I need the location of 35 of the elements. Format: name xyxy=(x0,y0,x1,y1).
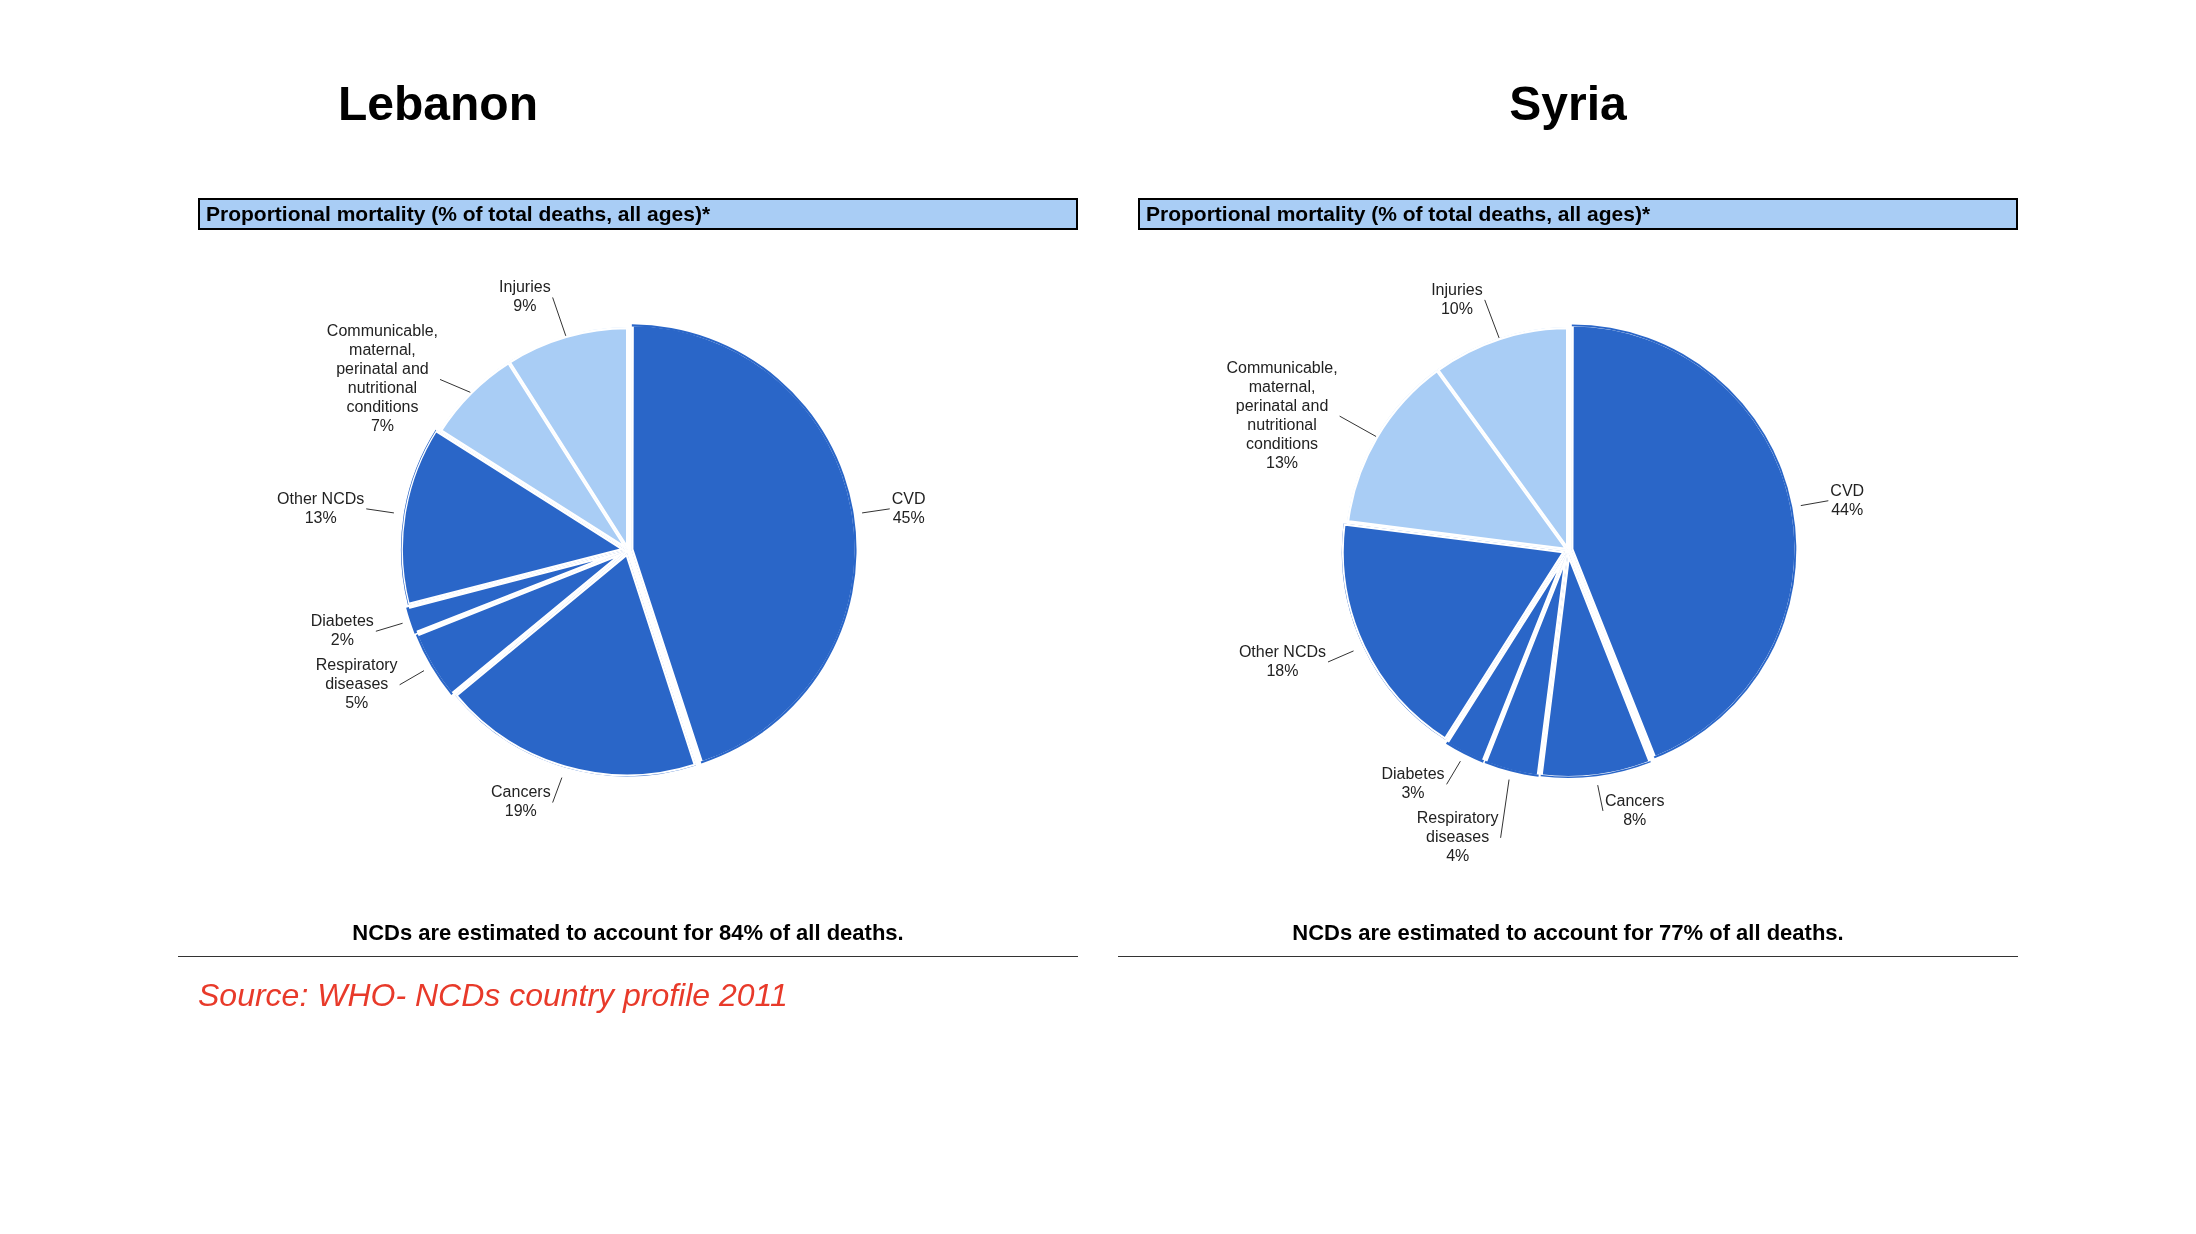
data-label: 13% xyxy=(304,508,337,526)
slice-label: Diabetes xyxy=(1381,765,1445,783)
data-label: 8% xyxy=(1623,810,1647,828)
text: NCDs are estimated to account for 77% of all deaths. xyxy=(1118,920,2018,957)
slice-label: Injuries xyxy=(1431,280,1483,298)
slice-label: Respiratory diseases xyxy=(315,656,398,693)
data-label: 10% xyxy=(1440,299,1473,317)
slice-label: Other NCDs xyxy=(277,489,365,507)
data-label: 4% xyxy=(1446,847,1470,865)
data-label: 13% xyxy=(1266,454,1299,472)
slice-label: Communicable, maternal, perinatal and nutritional conditions xyxy=(326,322,439,416)
data-label: 19% xyxy=(504,802,537,820)
slice-label: Diabetes xyxy=(310,612,374,630)
chart-subtitle: Proportional mortality (% of total deaths, all ages)* xyxy=(198,198,1078,230)
chart-title: Syria xyxy=(1509,75,1627,131)
text: NCDs are estimated to account for 84% of all deaths. xyxy=(178,920,1078,957)
slice-label: Respiratory diseases xyxy=(1416,809,1499,846)
data-label: 18% xyxy=(1266,661,1299,679)
slice-label: Other NCDs xyxy=(1238,642,1327,660)
data-label: 2% xyxy=(330,631,354,649)
data-label: 45% xyxy=(892,508,925,526)
slice-label: Communicable, maternal, perinatal and nutritional conditions xyxy=(1226,359,1338,453)
slice-label: Injuries xyxy=(499,278,551,296)
data-label: 3% xyxy=(1401,784,1425,802)
data-label: 9% xyxy=(513,297,537,315)
slice-label: CVD xyxy=(891,489,926,507)
slice-label: Cancers xyxy=(1604,791,1665,809)
slice-label: Cancers xyxy=(491,783,551,801)
chart-title: Lebanon xyxy=(338,75,538,131)
chart-subtitle: Proportional mortality (% of total deaths, all ages)* xyxy=(1138,198,2018,230)
slice-label: CVD xyxy=(1830,481,1865,499)
data-label: 7% xyxy=(370,417,395,435)
data-label: 44% xyxy=(1831,500,1864,518)
source-note: Source: WHO- NCDs country profile 2011 xyxy=(197,977,789,1014)
data-label: 5% xyxy=(345,694,369,712)
